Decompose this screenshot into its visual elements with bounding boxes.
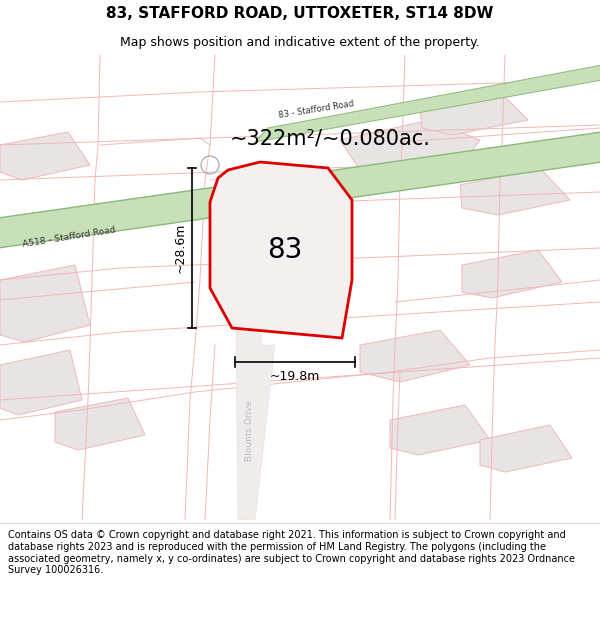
Polygon shape: [235, 230, 275, 520]
Text: ~28.6m: ~28.6m: [174, 222, 187, 273]
Polygon shape: [360, 330, 470, 382]
Polygon shape: [462, 250, 562, 298]
Polygon shape: [0, 265, 90, 342]
Polygon shape: [340, 120, 480, 185]
Text: ~19.8m: ~19.8m: [270, 370, 320, 383]
Polygon shape: [0, 132, 600, 248]
Polygon shape: [390, 405, 490, 455]
Polygon shape: [255, 65, 600, 142]
Text: 83: 83: [268, 236, 302, 264]
Text: ~322m²/~0.080ac.: ~322m²/~0.080ac.: [230, 128, 430, 148]
Polygon shape: [55, 398, 145, 450]
Polygon shape: [0, 55, 600, 520]
Polygon shape: [460, 168, 570, 215]
Polygon shape: [420, 92, 528, 135]
Polygon shape: [480, 425, 572, 472]
Text: Map shows position and indicative extent of the property.: Map shows position and indicative extent…: [120, 36, 480, 49]
Text: Blounts Drive: Blounts Drive: [245, 399, 254, 461]
Polygon shape: [0, 350, 82, 415]
Text: Contains OS data © Crown copyright and database right 2021. This information is : Contains OS data © Crown copyright and d…: [8, 531, 575, 575]
Polygon shape: [0, 132, 90, 180]
Text: 83, STAFFORD ROAD, UTTOXETER, ST14 8DW: 83, STAFFORD ROAD, UTTOXETER, ST14 8DW: [106, 6, 494, 21]
Text: 83 - Stafford Road: 83 - Stafford Road: [278, 99, 355, 121]
Polygon shape: [210, 162, 352, 338]
Text: A518 - Stafford Road: A518 - Stafford Road: [22, 225, 116, 249]
